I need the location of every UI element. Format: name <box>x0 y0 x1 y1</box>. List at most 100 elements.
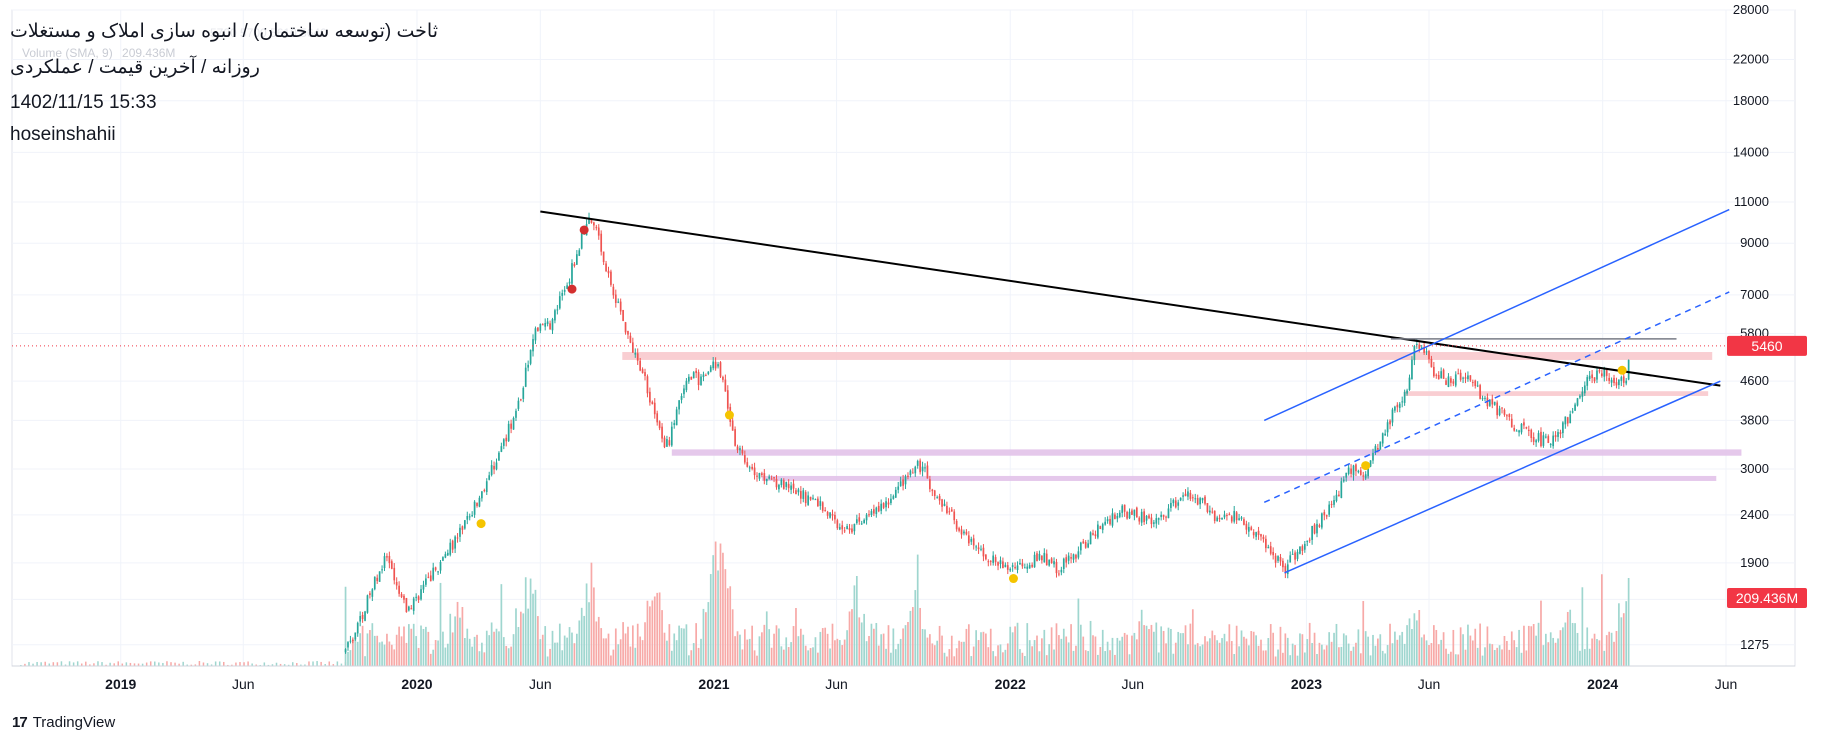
candle-body[interactable] <box>1386 422 1389 433</box>
candle-body[interactable] <box>1167 508 1170 519</box>
candle-body[interactable] <box>1566 417 1569 424</box>
candle-body[interactable] <box>532 339 534 352</box>
candle-body[interactable] <box>607 270 610 274</box>
candle-body[interactable] <box>595 226 598 229</box>
candle-body[interactable] <box>588 217 590 224</box>
candle-body[interactable] <box>537 327 539 331</box>
candle-body[interactable] <box>1216 517 1219 522</box>
price-zone[interactable] <box>622 352 1713 360</box>
candle-body[interactable] <box>1418 344 1421 349</box>
candle-body[interactable] <box>1333 500 1335 505</box>
candle-body[interactable] <box>843 530 846 532</box>
candle-body[interactable] <box>775 478 778 488</box>
candle-body[interactable] <box>1311 525 1313 540</box>
candle-body[interactable] <box>629 335 632 343</box>
candle-body[interactable] <box>1549 444 1552 446</box>
candle-body[interactable] <box>1031 564 1033 567</box>
candle-body[interactable] <box>1374 446 1377 451</box>
candle-body[interactable] <box>451 540 454 550</box>
candle-body[interactable] <box>1569 414 1572 424</box>
candle-body[interactable] <box>870 511 873 515</box>
candle-body[interactable] <box>649 391 651 403</box>
candle-body[interactable] <box>877 505 880 512</box>
candle-body[interactable] <box>999 560 1002 565</box>
candle-body[interactable] <box>817 498 819 507</box>
candle-body[interactable] <box>373 576 376 590</box>
candle-body[interactable] <box>931 489 934 492</box>
candle-body[interactable] <box>1525 427 1528 429</box>
candle-body[interactable] <box>687 376 690 382</box>
candle-body[interactable] <box>1079 542 1082 551</box>
candle-body[interactable] <box>846 526 848 530</box>
candle-body[interactable] <box>415 596 418 598</box>
candle-body[interactable] <box>1106 519 1109 522</box>
candle-body[interactable] <box>1201 497 1204 501</box>
candle-body[interactable] <box>361 614 364 620</box>
trend-lines[interactable] <box>12 208 1795 574</box>
candle-body[interactable] <box>1206 503 1209 512</box>
candle-body[interactable] <box>1583 385 1586 394</box>
candle-body[interactable] <box>1316 523 1318 534</box>
candle-body[interactable] <box>412 598 415 611</box>
candle-body[interactable] <box>425 578 427 585</box>
candle-body[interactable] <box>1562 422 1564 434</box>
candle-body[interactable] <box>347 642 349 648</box>
price-zone[interactable] <box>761 475 1717 481</box>
candle-body[interactable] <box>865 514 868 521</box>
candle-body[interactable] <box>1338 494 1340 497</box>
candle-body[interactable] <box>1043 552 1046 563</box>
candle-body[interactable] <box>1077 551 1080 558</box>
candle-body[interactable] <box>790 485 792 490</box>
candle-body[interactable] <box>1004 564 1007 568</box>
candle-body[interactable] <box>471 515 474 517</box>
candle-body[interactable] <box>432 567 435 580</box>
candle-body[interactable] <box>1189 492 1192 499</box>
candle-body[interactable] <box>485 481 488 493</box>
candle-body[interactable] <box>702 374 705 377</box>
candle-body[interactable] <box>848 528 851 531</box>
candle-body[interactable] <box>941 499 943 507</box>
candle-body[interactable] <box>1048 559 1051 566</box>
candle-body[interactable] <box>663 437 666 448</box>
candle-body[interactable] <box>449 542 452 555</box>
candle-body[interactable] <box>809 496 812 500</box>
candle-body[interactable] <box>963 531 965 534</box>
candle-body[interactable] <box>1591 374 1593 379</box>
candle-body[interactable] <box>1447 376 1450 387</box>
candle-body[interactable] <box>1598 370 1601 372</box>
candle-body[interactable] <box>1581 391 1584 397</box>
candle-body[interactable] <box>393 567 396 581</box>
candle-body[interactable] <box>378 571 381 582</box>
candle-body[interactable] <box>1070 557 1072 559</box>
candle-body[interactable] <box>892 496 895 499</box>
candle-body[interactable] <box>434 567 437 570</box>
candle-body[interactable] <box>992 555 995 563</box>
candle-body[interactable] <box>1021 563 1024 567</box>
candle-body[interactable] <box>1377 447 1379 450</box>
candle-body[interactable] <box>1269 546 1272 554</box>
candle-body[interactable] <box>624 322 627 333</box>
candle-body[interactable] <box>829 512 831 518</box>
candle-body[interactable] <box>841 525 844 530</box>
candle-body[interactable] <box>1452 381 1455 384</box>
candle-body[interactable] <box>1547 436 1550 443</box>
candle-body[interactable] <box>831 514 834 516</box>
candle-body[interactable] <box>646 376 649 394</box>
candle-body[interactable] <box>997 562 999 566</box>
candle-body[interactable] <box>1608 377 1611 381</box>
candle-body[interactable] <box>773 477 775 479</box>
candle-body[interactable] <box>1559 432 1562 434</box>
downtrend-line[interactable] <box>540 210 1721 387</box>
candle-body[interactable] <box>468 516 471 518</box>
candle-body[interactable] <box>512 417 515 430</box>
candle-body[interactable] <box>1291 553 1294 555</box>
candle-body[interactable] <box>1571 411 1574 413</box>
candle-body[interactable] <box>1362 475 1365 477</box>
candle-body[interactable] <box>1265 538 1267 549</box>
candle-body[interactable] <box>1211 511 1214 513</box>
candle-body[interactable] <box>904 476 907 485</box>
candle-body[interactable] <box>1394 406 1396 411</box>
candle-body[interactable] <box>1625 380 1628 384</box>
support-resistance-zones[interactable] <box>622 352 1742 481</box>
candle-body[interactable] <box>1226 515 1228 517</box>
